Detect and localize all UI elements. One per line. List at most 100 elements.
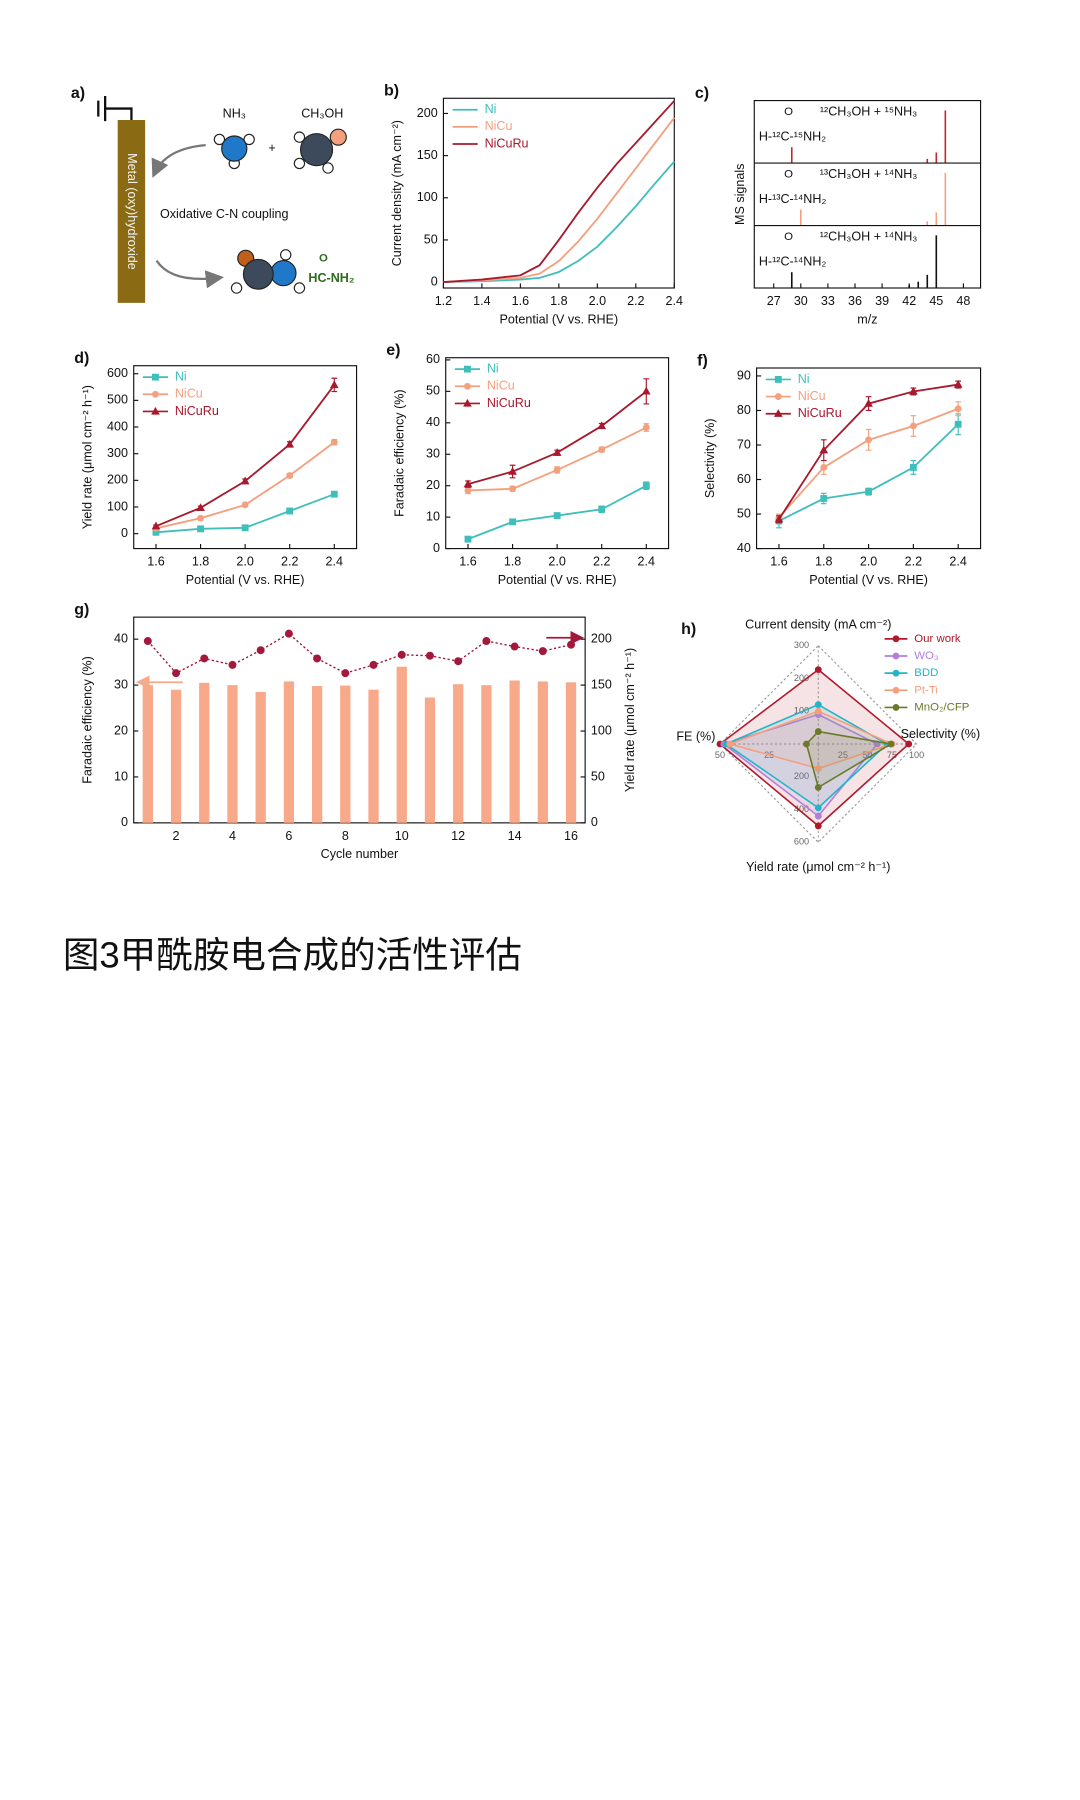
y-tick-label: 200 — [107, 473, 128, 487]
marker — [552, 448, 562, 456]
arrow — [155, 259, 224, 289]
x-tick-label: 2.2 — [627, 294, 644, 308]
marker — [597, 421, 607, 430]
y-tick-label: 50 — [737, 506, 751, 520]
x-tick-label: 2 — [173, 829, 180, 843]
series-line — [443, 117, 676, 284]
panel-label: b) — [384, 83, 399, 100]
x-tick-label: 12 — [451, 829, 465, 843]
series-line — [443, 100, 675, 284]
structure-o: O — [784, 168, 793, 180]
x-tick-label: 2.0 — [236, 555, 253, 569]
product-o: O — [319, 252, 328, 264]
marker — [774, 514, 784, 523]
panel-a: a) Metal (oxy)hydroxide NH₃ CH₃OH + Oxid… — [71, 85, 354, 303]
caption: 图3甲酰胺电合成的活性评估 — [63, 934, 522, 975]
marker — [865, 436, 872, 444]
y-tick-label: 40 — [737, 541, 751, 555]
y-tick-label: 80 — [737, 403, 751, 417]
bar — [283, 681, 295, 823]
marker — [598, 446, 606, 453]
molecule-ch3oh — [293, 128, 347, 174]
marker — [954, 405, 962, 413]
marker — [905, 740, 913, 748]
plot-frame — [442, 97, 675, 289]
x-tick-label: 16 — [564, 829, 578, 843]
legend-label: Ni — [175, 369, 187, 383]
y-tick-label: 70 — [737, 437, 751, 451]
y-tick-label: 40 — [426, 415, 440, 429]
marker — [820, 464, 828, 471]
series-label: ¹²CH₃OH + ¹⁵NH₃ — [820, 104, 917, 118]
y-tick-label: 20 — [426, 478, 440, 492]
marker — [814, 701, 822, 709]
y-tick-label: 300 — [107, 446, 128, 460]
y2-tick-label: 100 — [591, 723, 612, 737]
radar-tick-label: 300 — [794, 640, 809, 650]
x-tick-label: 2.2 — [281, 555, 298, 569]
y-axis-label: Faradaic efficiency (%) — [392, 389, 406, 517]
legend-label: Pt-Ti — [914, 684, 938, 696]
series-label: ¹³CH₃OH + ¹⁴NH₃ — [820, 167, 918, 181]
x-tick-label: 4 — [229, 829, 236, 843]
series-label: ¹²CH₃OH + ¹⁴NH₃ — [820, 229, 918, 243]
bar — [255, 691, 266, 823]
marker — [464, 382, 471, 390]
y-tick-label: 100 — [417, 190, 438, 204]
bar — [453, 684, 464, 823]
x-axis-label: Potential (V vs. RHE) — [186, 573, 305, 587]
x-tick-label: 42 — [902, 294, 916, 308]
marker — [953, 380, 963, 388]
marker — [726, 740, 734, 748]
marker — [538, 647, 547, 656]
y-tick-label: 60 — [426, 352, 440, 366]
marker — [803, 740, 810, 748]
marker — [909, 386, 918, 395]
x-tick-label: 48 — [956, 294, 970, 308]
legend-label: NiCu — [175, 387, 203, 401]
plot-frame — [756, 367, 982, 550]
y-axis-label: Selectivity (%) — [703, 418, 717, 498]
marker — [152, 528, 160, 536]
marker — [814, 666, 822, 674]
marker — [228, 660, 237, 669]
radar-tick-label: 600 — [794, 837, 809, 847]
marker — [819, 445, 829, 454]
y-axis-label: MS signals — [733, 164, 747, 225]
marker — [773, 409, 783, 417]
marker — [509, 485, 516, 493]
marker — [774, 376, 782, 383]
legend-label: WO₃ — [914, 650, 938, 662]
bar — [509, 680, 520, 823]
y-tick-label: 20 — [114, 723, 128, 737]
radar-tick-label: 400 — [794, 804, 809, 814]
x-tick-label: 2.4 — [949, 555, 966, 569]
marker — [197, 525, 204, 533]
y-tick-label: 30 — [426, 447, 440, 461]
x-tick-label: 2.0 — [860, 555, 877, 569]
marker — [463, 479, 473, 488]
marker — [814, 765, 822, 772]
marker — [892, 669, 900, 677]
radar-axis-label: Yield rate (μmol cm⁻² h⁻¹) — [746, 860, 890, 874]
wire — [97, 96, 133, 122]
y-tick-label: 600 — [107, 366, 128, 380]
x-tick-label: 1.8 — [815, 555, 832, 569]
y-tick-label: 150 — [417, 148, 438, 162]
y-tick-label: 500 — [107, 393, 128, 407]
x-tick-label: 1.2 — [435, 294, 452, 308]
x-tick-label: 1.6 — [512, 294, 529, 308]
reactant-label: NH₃ — [223, 107, 246, 121]
bar — [481, 685, 492, 823]
marker — [864, 398, 873, 407]
series-line — [147, 632, 572, 675]
x-tick-label: 2.4 — [666, 294, 683, 308]
y2-tick-label: 0 — [591, 815, 598, 829]
legend-label: Ni — [485, 102, 497, 116]
marker — [892, 652, 900, 660]
structure: H-¹³C-¹⁴NH₂ — [759, 192, 827, 206]
panel-label: g) — [74, 602, 89, 619]
x-tick-label: 1.8 — [550, 294, 567, 308]
bar — [227, 685, 238, 823]
x-tick-label: 1.8 — [504, 555, 521, 569]
